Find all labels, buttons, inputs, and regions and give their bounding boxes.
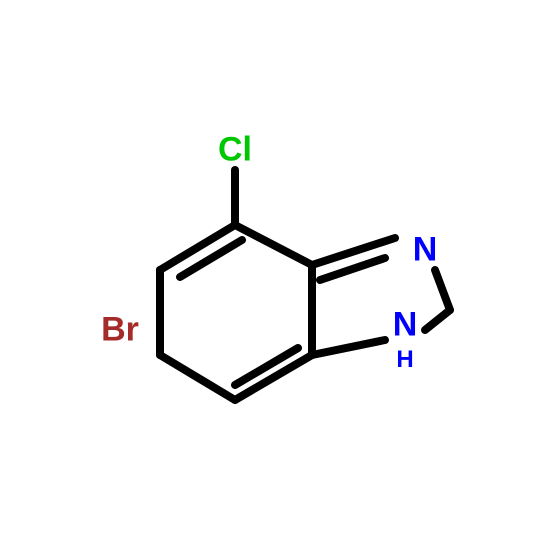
atom-label-N2_N: N <box>393 306 418 345</box>
atom-label-Cl: Cl <box>218 131 252 170</box>
atom-label-N2_H: H <box>396 346 413 374</box>
bond <box>425 310 450 330</box>
bond <box>180 240 242 277</box>
atom-label-N1: N <box>413 231 438 270</box>
bond <box>160 355 235 400</box>
molecule-canvas <box>0 0 533 533</box>
bond <box>312 340 385 355</box>
bond <box>235 225 312 265</box>
atom-label-Br: Br <box>101 311 139 350</box>
bond <box>435 270 450 310</box>
